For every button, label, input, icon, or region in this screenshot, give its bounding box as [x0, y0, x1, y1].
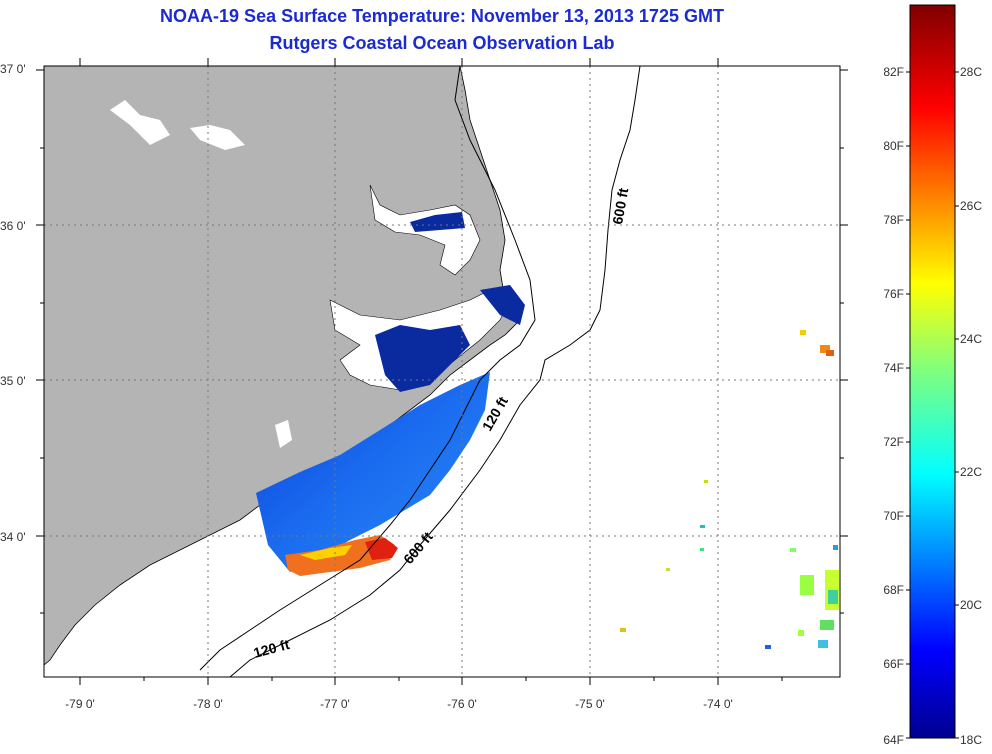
lon-label-76: -76 0' [447, 697, 477, 711]
lon-label-74: -74 0' [703, 697, 733, 711]
lat-label-37: 37 0' [0, 62, 26, 76]
cb-f-66: 66F [883, 657, 904, 671]
sst-sound-patch [375, 325, 470, 392]
sst-albemarle-patch [410, 212, 465, 232]
axis-ticks [36, 58, 848, 685]
inland-lake-b [190, 125, 245, 150]
cb-c-20: 20C [960, 598, 982, 612]
contour-label-600-upper: 600 ft [609, 186, 631, 225]
map-subtitle: Rutgers Coastal Ocean Observation Lab [269, 33, 615, 53]
graticule [44, 66, 840, 677]
lon-label-79: -79 0' [65, 697, 95, 711]
cb-f-68: 68F [883, 583, 904, 597]
sst-offshore-pixels [620, 330, 839, 649]
cb-f-72: 72F [883, 435, 904, 449]
cb-f-76: 76F [883, 287, 904, 301]
lat-label-36: 36 0' [0, 219, 26, 233]
cb-f-74: 74F [883, 361, 904, 375]
map-border [43, 65, 841, 678]
sst-hot-core [365, 538, 398, 560]
lon-label-77: -77 0' [320, 697, 350, 711]
cb-c-18: 18C [960, 733, 982, 747]
cb-c-28: 28C [960, 65, 982, 79]
cb-c-26: 26C [960, 199, 982, 213]
contour-label-600-a: 600 ft [609, 186, 631, 225]
cb-f-70: 70F [883, 509, 904, 523]
cb-f-80: 80F [883, 139, 904, 153]
lon-label-78: -78 0' [193, 697, 223, 711]
sst-swath-nearshore [256, 372, 490, 572]
cb-f-64: 64F [883, 733, 904, 747]
cb-f-78: 78F [883, 213, 904, 227]
cb-f-82: 82F [883, 65, 904, 79]
inland-lake-a [110, 100, 170, 145]
cb-c-24: 24C [960, 332, 982, 346]
contour-120ft [199, 66, 536, 671]
sst-warm-fringe [300, 545, 352, 560]
cb-c-22: 22C [960, 465, 982, 479]
lon-label-75: -75 0' [575, 697, 605, 711]
inland-lake-c [275, 420, 292, 448]
sst-sound-east-patch [480, 285, 525, 325]
lat-label-35: 35 0' [0, 374, 26, 388]
map-title: NOAA-19 Sea Surface Temperature: Novembe… [160, 6, 724, 26]
lat-label-34: 34 0' [0, 530, 26, 544]
colorbar-gradient [909, 4, 956, 739]
contour-600ft [229, 66, 641, 677]
temperature-colorbar: 82F 80F 78F 76F 74F 72F 70F 68F 66F 64F … [883, 4, 982, 747]
